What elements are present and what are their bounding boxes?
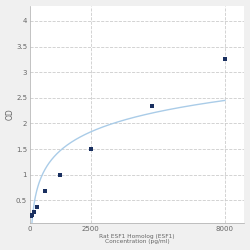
- Point: [29, 214, 33, 218]
- Point: [223, 58, 227, 62]
- Point: [58, 173, 62, 177]
- Point: [150, 104, 154, 108]
- Point: [89, 147, 93, 151]
- Point: [30, 213, 34, 217]
- Point: [43, 189, 47, 193]
- Y-axis label: OD: OD: [6, 109, 15, 120]
- X-axis label: Rat ESF1 Homolog (ESF1)
Concentration (pg/ml): Rat ESF1 Homolog (ESF1) Concentration (p…: [99, 234, 175, 244]
- Point: [32, 210, 36, 214]
- Point: [36, 204, 40, 208]
